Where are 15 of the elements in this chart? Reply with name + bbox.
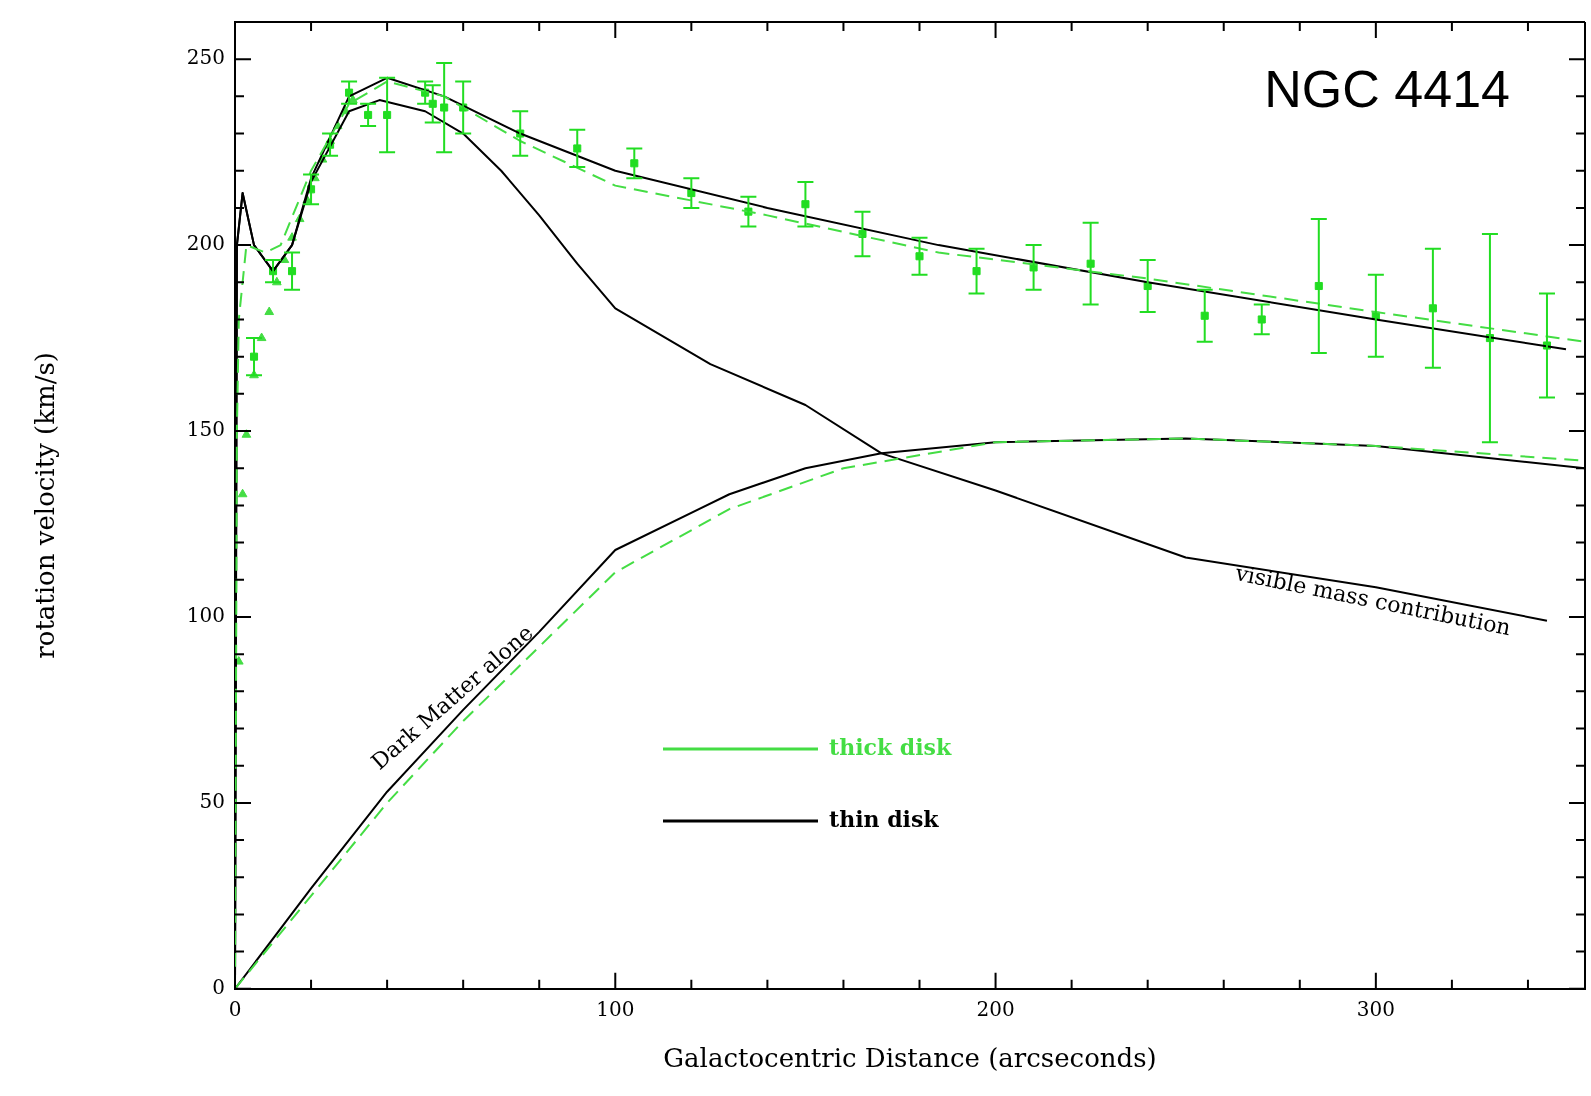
y-tick-label: 250 — [186, 45, 225, 70]
y-axis-title: rotation velocity (km/s) — [30, 352, 61, 659]
y-tick-label: 150 — [186, 417, 225, 442]
y-tick-label: 100 — [186, 603, 225, 628]
text: thin disk — [829, 805, 940, 832]
x-tick-label: 100 — [596, 997, 635, 1021]
x-axis-title: Galactocentric Distance (arcseconds) — [663, 1043, 1157, 1074]
x-tick-label: 300 — [1356, 997, 1395, 1021]
y-tick-label: 200 — [186, 231, 225, 256]
annotation: NGC 4414 — [1264, 60, 1510, 119]
y-tick-label: 50 — [199, 789, 225, 814]
text: thick disk — [829, 733, 952, 760]
y-tick-label: 0 — [212, 975, 225, 999]
x-tick-label: 0 — [228, 997, 242, 1021]
x-tick-label: 200 — [976, 997, 1015, 1021]
